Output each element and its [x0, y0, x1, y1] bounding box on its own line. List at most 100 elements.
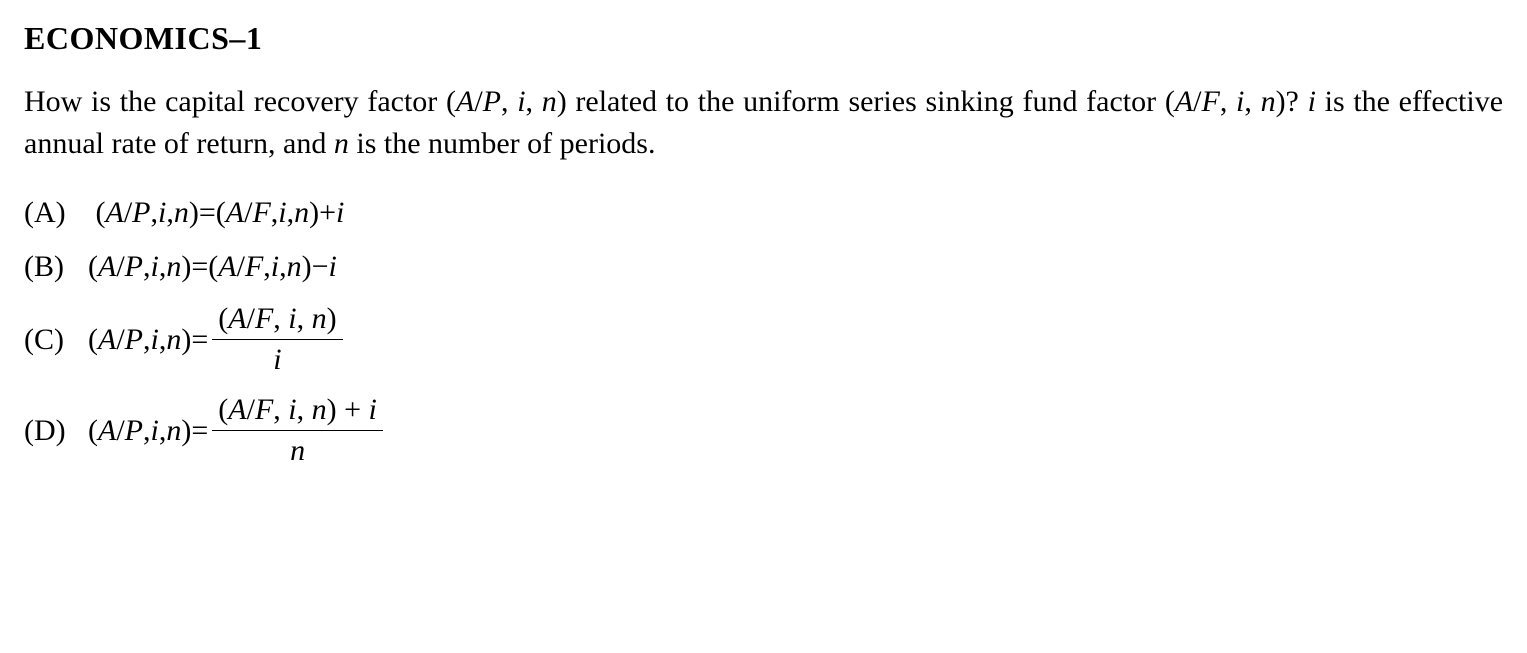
var-n: n	[334, 127, 349, 160]
question-part3: )?	[1276, 85, 1308, 118]
slash: /	[247, 302, 255, 335]
var-A: A	[98, 323, 116, 357]
var-A: A	[456, 85, 474, 118]
var-A: A	[1175, 85, 1193, 118]
equals: =	[191, 250, 208, 284]
minus-op: −	[312, 250, 329, 284]
fraction-D: (A/F, i, n) + i n	[212, 392, 383, 469]
var-P: P	[125, 414, 143, 448]
comma: ,	[1244, 85, 1260, 118]
option-content-C: (A/P, i, n) = (A/F, i, n) i	[88, 301, 347, 378]
var-P: P	[132, 196, 150, 230]
var-F: F	[252, 196, 270, 230]
comma: ,	[159, 250, 167, 284]
var-P: P	[125, 250, 143, 284]
plus-op: +	[319, 196, 336, 230]
var-i: i	[151, 323, 159, 357]
equals: =	[191, 323, 208, 357]
paren-close: )	[302, 250, 312, 284]
options-list: (A) (A/P, i, n) = (A/F, i, n) + i (B) (A…	[24, 193, 1503, 469]
comma: ,	[273, 302, 288, 335]
slash: /	[474, 85, 482, 118]
var-A: A	[228, 302, 246, 335]
var-n: n	[312, 302, 327, 335]
question-text: How is the capital recovery factor (A/P,…	[24, 81, 1503, 165]
option-D: (D) (A/P, i, n) = (A/F, i, n) + i n	[24, 392, 1503, 469]
var-n: n	[174, 196, 189, 230]
var-i: i	[288, 393, 296, 426]
slash: /	[237, 250, 245, 284]
paren-open: (	[96, 196, 106, 230]
slash: /	[247, 393, 255, 426]
fraction-denominator: i	[267, 340, 287, 378]
var-i: i	[278, 196, 286, 230]
var-n: n	[287, 250, 302, 284]
var-n: n	[294, 196, 309, 230]
plus-op: +	[337, 393, 369, 426]
paren-open: (	[218, 302, 228, 335]
var-F: F	[255, 302, 273, 335]
var-i: i	[1308, 85, 1316, 118]
paren-close: )	[181, 414, 191, 448]
paren-close: )	[189, 196, 199, 230]
var-n: n	[166, 323, 181, 357]
comma: ,	[273, 393, 288, 426]
equals: =	[199, 196, 216, 230]
question-part2: ) related to the uniform series sinking …	[557, 85, 1175, 118]
slash: /	[124, 196, 132, 230]
comma: ,	[501, 85, 517, 118]
paren-close: )	[181, 250, 191, 284]
option-C: (C) (A/P, i, n) = (A/F, i, n) i	[24, 301, 1503, 378]
comma: ,	[1220, 85, 1236, 118]
var-n: n	[1261, 85, 1276, 118]
var-n: n	[166, 250, 181, 284]
comma: ,	[143, 250, 151, 284]
var-n: n	[166, 414, 181, 448]
option-label-A: (A)	[24, 196, 88, 230]
comma: ,	[271, 196, 279, 230]
var-i: i	[158, 196, 166, 230]
var-P: P	[483, 85, 501, 118]
fraction-numerator: (A/F, i, n)	[212, 301, 342, 340]
paren-open: (	[218, 393, 228, 426]
var-A: A	[98, 250, 116, 284]
paren-open: (	[88, 414, 98, 448]
comma: ,	[159, 323, 167, 357]
var-A: A	[106, 196, 124, 230]
comma: ,	[166, 196, 174, 230]
var-P: P	[125, 323, 143, 357]
problem-title: ECONOMICS–1	[24, 20, 1503, 57]
option-label-B: (B)	[24, 250, 88, 284]
var-A: A	[98, 414, 116, 448]
comma: ,	[143, 414, 151, 448]
comma: ,	[297, 393, 312, 426]
var-i: i	[288, 302, 296, 335]
var-A: A	[228, 393, 246, 426]
option-label-D: (D)	[24, 414, 88, 448]
paren-open: (	[88, 323, 98, 357]
var-i: i	[517, 85, 525, 118]
comma: ,	[143, 323, 151, 357]
var-i: i	[151, 250, 159, 284]
fraction-numerator: (A/F, i, n) + i	[212, 392, 383, 431]
var-A: A	[226, 196, 244, 230]
comma: ,	[263, 250, 271, 284]
var-F: F	[255, 393, 273, 426]
slash: /	[116, 414, 124, 448]
paren-close: )	[309, 196, 319, 230]
question-part1: How is the capital recovery factor (	[24, 85, 456, 118]
paren-close: )	[181, 323, 191, 357]
var-F: F	[1201, 85, 1219, 118]
var-i: i	[271, 250, 279, 284]
question-part5: is the number of periods.	[349, 127, 656, 160]
var-i: i	[369, 393, 377, 426]
paren-close: )	[327, 393, 337, 426]
paren-close: )	[327, 302, 337, 335]
comma: ,	[159, 414, 167, 448]
option-content-D: (A/P, i, n) = (A/F, i, n) + i n	[88, 392, 387, 469]
option-content-A: (A/P, i, n) = (A/F, i, n) + i	[88, 196, 344, 230]
comma: ,	[151, 196, 159, 230]
comma: ,	[526, 85, 542, 118]
slash: /	[116, 323, 124, 357]
comma: ,	[297, 302, 312, 335]
